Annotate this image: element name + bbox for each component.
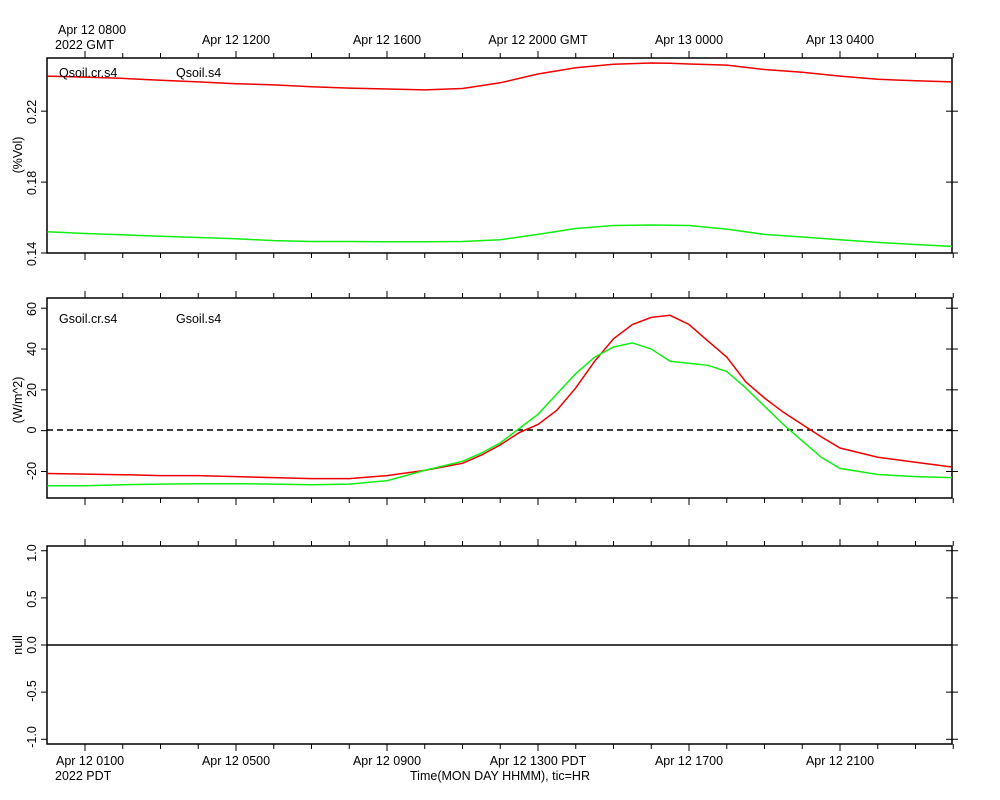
- panel-3-ticks: [41, 539, 958, 751]
- panel-2-ylabel: (W/m^2): [11, 377, 25, 424]
- panel-3-ytick-label: 0.5: [25, 590, 39, 607]
- panel-3-ytick-label: -1.0: [25, 726, 39, 748]
- series-line-qsoil-s4: [47, 224, 953, 248]
- series-line-gsoil-s4: [47, 342, 953, 487]
- panel-2-frame: [46, 297, 953, 499]
- bottom-axis-first-label-line2: 2022 PDT: [55, 769, 112, 783]
- panel-1-ytick-label: 0.14: [25, 242, 39, 266]
- panel-1-frame: [46, 57, 953, 254]
- legend-qsoil-s4: Qsoil.s4: [176, 66, 221, 80]
- panel-1-ytick-label: 0.18: [25, 171, 39, 195]
- series-line-qsoil-cr-s4: [47, 62, 953, 91]
- bottom-axis-label: Apr 12 0500: [202, 754, 270, 768]
- panel-null: null -1.0 -0.5 0.0 0.5 1.0: [11, 539, 958, 751]
- top-axis-label: Apr 13 0000: [655, 33, 723, 47]
- panel-soil-heat-flux: (W/m^2) -20 0 20 40 60 Gsoil.cr.s4 Gsoil…: [11, 291, 958, 505]
- top-axis-first-label-line2: 2022 GMT: [55, 38, 114, 52]
- panel-3-ytick-label: 0.0: [25, 636, 39, 653]
- top-axis-label: Apr 12 1200: [202, 33, 270, 47]
- x-axis-title: Time(MON DAY HHMM), tic=HR: [410, 769, 590, 783]
- panel-1-ticks: [41, 51, 958, 260]
- top-axis-first-label-line1: Apr 12 0800: [58, 23, 126, 37]
- top-axis-label: Apr 12 1600: [353, 33, 421, 47]
- top-axis-label: Apr 13 0400: [806, 33, 874, 47]
- panel-3-ylabel: null: [11, 635, 25, 654]
- panel-3-ytick-label: -0.5: [25, 680, 39, 702]
- legend-gsoil-cr-s4: Gsoil.cr.s4: [59, 312, 117, 326]
- panel-2-ytick-label: 0: [25, 426, 39, 433]
- bottom-axis-label: Apr 12 2100: [806, 754, 874, 768]
- legend-qsoil-cr-s4: Qsoil.cr.s4: [59, 66, 117, 80]
- panel-2-ytick-label: 20: [25, 383, 39, 397]
- top-axis-label: Apr 12 2000 GMT: [488, 33, 588, 47]
- bottom-axis-first-label-line1: Apr 12 0100: [56, 754, 124, 768]
- panel-1-ylabel: (%Vol): [11, 137, 25, 174]
- panel-2-ytick-label: -20: [25, 462, 39, 480]
- series-line-gsoil-cr-s4: [47, 314, 953, 480]
- panel-2-ytick-label: 60: [25, 302, 39, 316]
- panel-2-ticks: [41, 291, 958, 505]
- bottom-axis-label: Apr 12 1700: [655, 754, 723, 768]
- panel-1-ytick-label: 0.22: [25, 100, 39, 124]
- bottom-axis-label: Apr 12 0900: [353, 754, 421, 768]
- bottom-axis-label: Apr 12 1300 PDT: [490, 754, 587, 768]
- panel-soil-moisture: (%Vol) 0.14 0.18 0.22 Qsoil.cr.s4 Qsoil.…: [11, 51, 958, 266]
- panel-2-ytick-label: 40: [25, 342, 39, 356]
- legend-gsoil-s4: Gsoil.s4: [176, 312, 221, 326]
- panel-3-ytick-label: 1.0: [25, 544, 39, 561]
